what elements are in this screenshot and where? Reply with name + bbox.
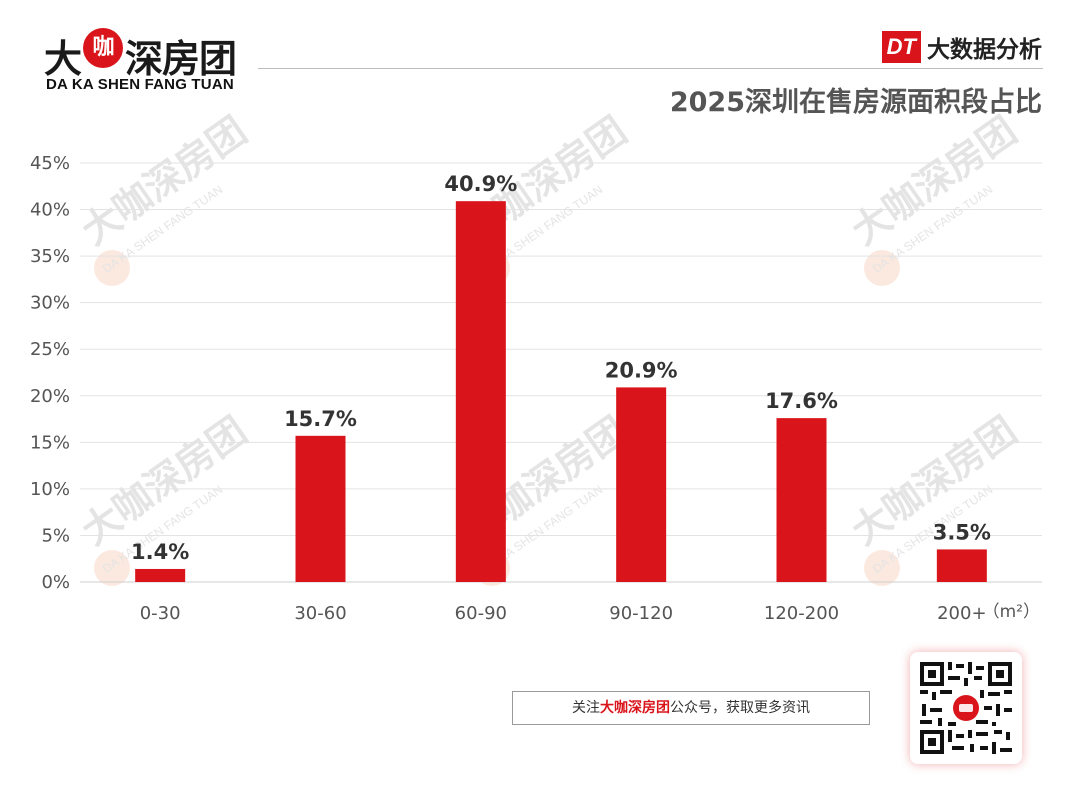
dt-brand: DT 大数据分析 bbox=[881, 30, 1042, 64]
x-tick-label: 0-30 bbox=[140, 603, 181, 624]
y-tick-label: 30% bbox=[30, 293, 70, 314]
bar-value-label: 1.4% bbox=[131, 540, 189, 564]
dt-brand-label: 大数据分析 bbox=[927, 37, 1042, 63]
bar-value-label: 17.6% bbox=[765, 389, 838, 413]
y-tick-label: 15% bbox=[30, 432, 70, 453]
bar bbox=[135, 568, 186, 582]
logo-english: DA KA SHEN FANG TUAN bbox=[46, 76, 234, 93]
qr-code bbox=[910, 652, 1022, 764]
logo-chinese: 大咖深房团 bbox=[44, 28, 237, 83]
bar bbox=[616, 387, 667, 582]
x-axis-unit: （m²） bbox=[983, 602, 1040, 622]
y-tick-label: 35% bbox=[30, 246, 70, 267]
x-tick-label: 60-90 bbox=[455, 603, 507, 624]
y-tick-label: 45% bbox=[30, 153, 70, 174]
y-tick-label: 5% bbox=[41, 525, 70, 546]
header-divider bbox=[258, 68, 1043, 69]
x-tick-label: 120-200 bbox=[764, 603, 839, 624]
y-tick-label: 20% bbox=[30, 386, 70, 407]
x-tick-label: 200+ bbox=[937, 603, 986, 624]
logo-circle: 咖 bbox=[83, 28, 124, 68]
footer-follow-banner: 关注大咖深房团公众号，获取更多资讯 bbox=[512, 691, 870, 725]
y-tick-label: 40% bbox=[30, 200, 70, 221]
footer-highlight: 大咖深房团 bbox=[600, 700, 670, 716]
y-tick-label: 0% bbox=[41, 572, 70, 593]
dt-badge: DT bbox=[881, 31, 921, 63]
x-tick-label: 90-120 bbox=[609, 603, 673, 624]
brand-logo: 大咖深房团 DA KA SHEN FANG TUAN bbox=[44, 28, 284, 98]
bar-value-label: 20.9% bbox=[605, 358, 678, 382]
bar-value-label: 15.7% bbox=[284, 407, 357, 431]
bar-value-label: 40.9% bbox=[444, 172, 517, 196]
chart-title: 2025深圳在售房源面积段占比 bbox=[669, 87, 1042, 118]
bar-value-label: 3.5% bbox=[933, 520, 991, 544]
bar-chart: 0% 5% 10% 15% 20% 25% 30% 35% 40% 45% 1.4% 0-30 15.7… bbox=[30, 153, 1042, 624]
y-tick-label: 10% bbox=[30, 479, 70, 500]
bar bbox=[936, 549, 987, 582]
bar bbox=[455, 201, 506, 583]
bar bbox=[776, 418, 827, 582]
y-tick-label: 25% bbox=[30, 339, 70, 360]
bar bbox=[295, 435, 346, 582]
qr-code-icon bbox=[918, 660, 1014, 756]
x-tick-label: 30-60 bbox=[294, 603, 346, 624]
